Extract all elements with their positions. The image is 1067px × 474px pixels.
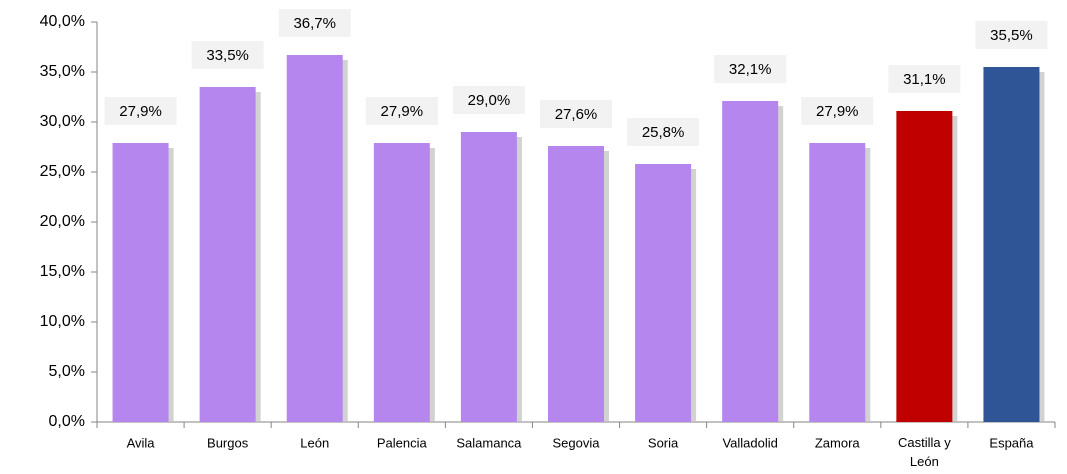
bar [722,101,779,422]
y-tick-label: 40,0% [40,13,85,30]
value-label: 27,9% [381,103,424,120]
value-label-bg [627,118,700,146]
value-label-bg [278,9,351,37]
y-tick-label: 25,0% [40,163,85,180]
x-tick-label: Burgos [207,435,249,450]
y-tick-label: 30,0% [40,113,85,130]
x-tick-label: Zamora [815,435,861,450]
bar [112,143,169,422]
value-label: 29,0% [468,92,511,109]
value-label-bg [452,86,525,114]
x-tick-label: Valladolid [722,435,777,450]
y-tick-label: 0,0% [49,413,85,430]
x-tick-label: España [989,435,1034,450]
value-label-bg [888,65,961,93]
bar [460,132,517,422]
value-label: 27,9% [816,103,859,120]
value-label: 25,8% [642,124,685,141]
bar [548,146,604,422]
y-tick-label: 5,0% [49,363,85,380]
value-label: 35,5% [990,27,1033,44]
x-tick-label: Avila [127,435,156,450]
value-label: 33,5% [206,47,249,64]
x-tick-label: Palencia [377,435,428,450]
y-tick-label: 35,0% [40,63,85,80]
value-label: 36,7% [293,15,336,32]
x-tick-label: Salamanca [456,435,522,450]
bar [896,111,953,422]
bar [635,164,692,422]
x-tick-label: Segovia [553,435,601,450]
value-label: 31,1% [903,71,946,88]
value-label-bg [975,21,1048,49]
value-label: 27,6% [555,106,598,123]
value-label: 32,1% [729,61,772,78]
y-tick-label: 20,0% [40,213,85,230]
x-tick-label: Soria [648,435,679,450]
value-label-bg [365,97,438,125]
x-tick-label: León [300,435,329,450]
value-label: 27,9% [119,103,162,120]
bar [983,67,1040,422]
bar [373,143,430,422]
value-label-bg [540,100,612,128]
x-tick-label: Castilla y León [898,435,951,469]
y-tick-label: 10,0% [40,313,85,330]
y-tick-label: 15,0% [40,263,85,280]
bar [286,55,343,422]
bar [199,87,256,422]
value-label-bg [104,97,177,125]
value-label-bg [801,97,874,125]
value-label-bg [191,41,264,69]
bar [809,143,866,422]
value-label-bg [714,55,787,83]
